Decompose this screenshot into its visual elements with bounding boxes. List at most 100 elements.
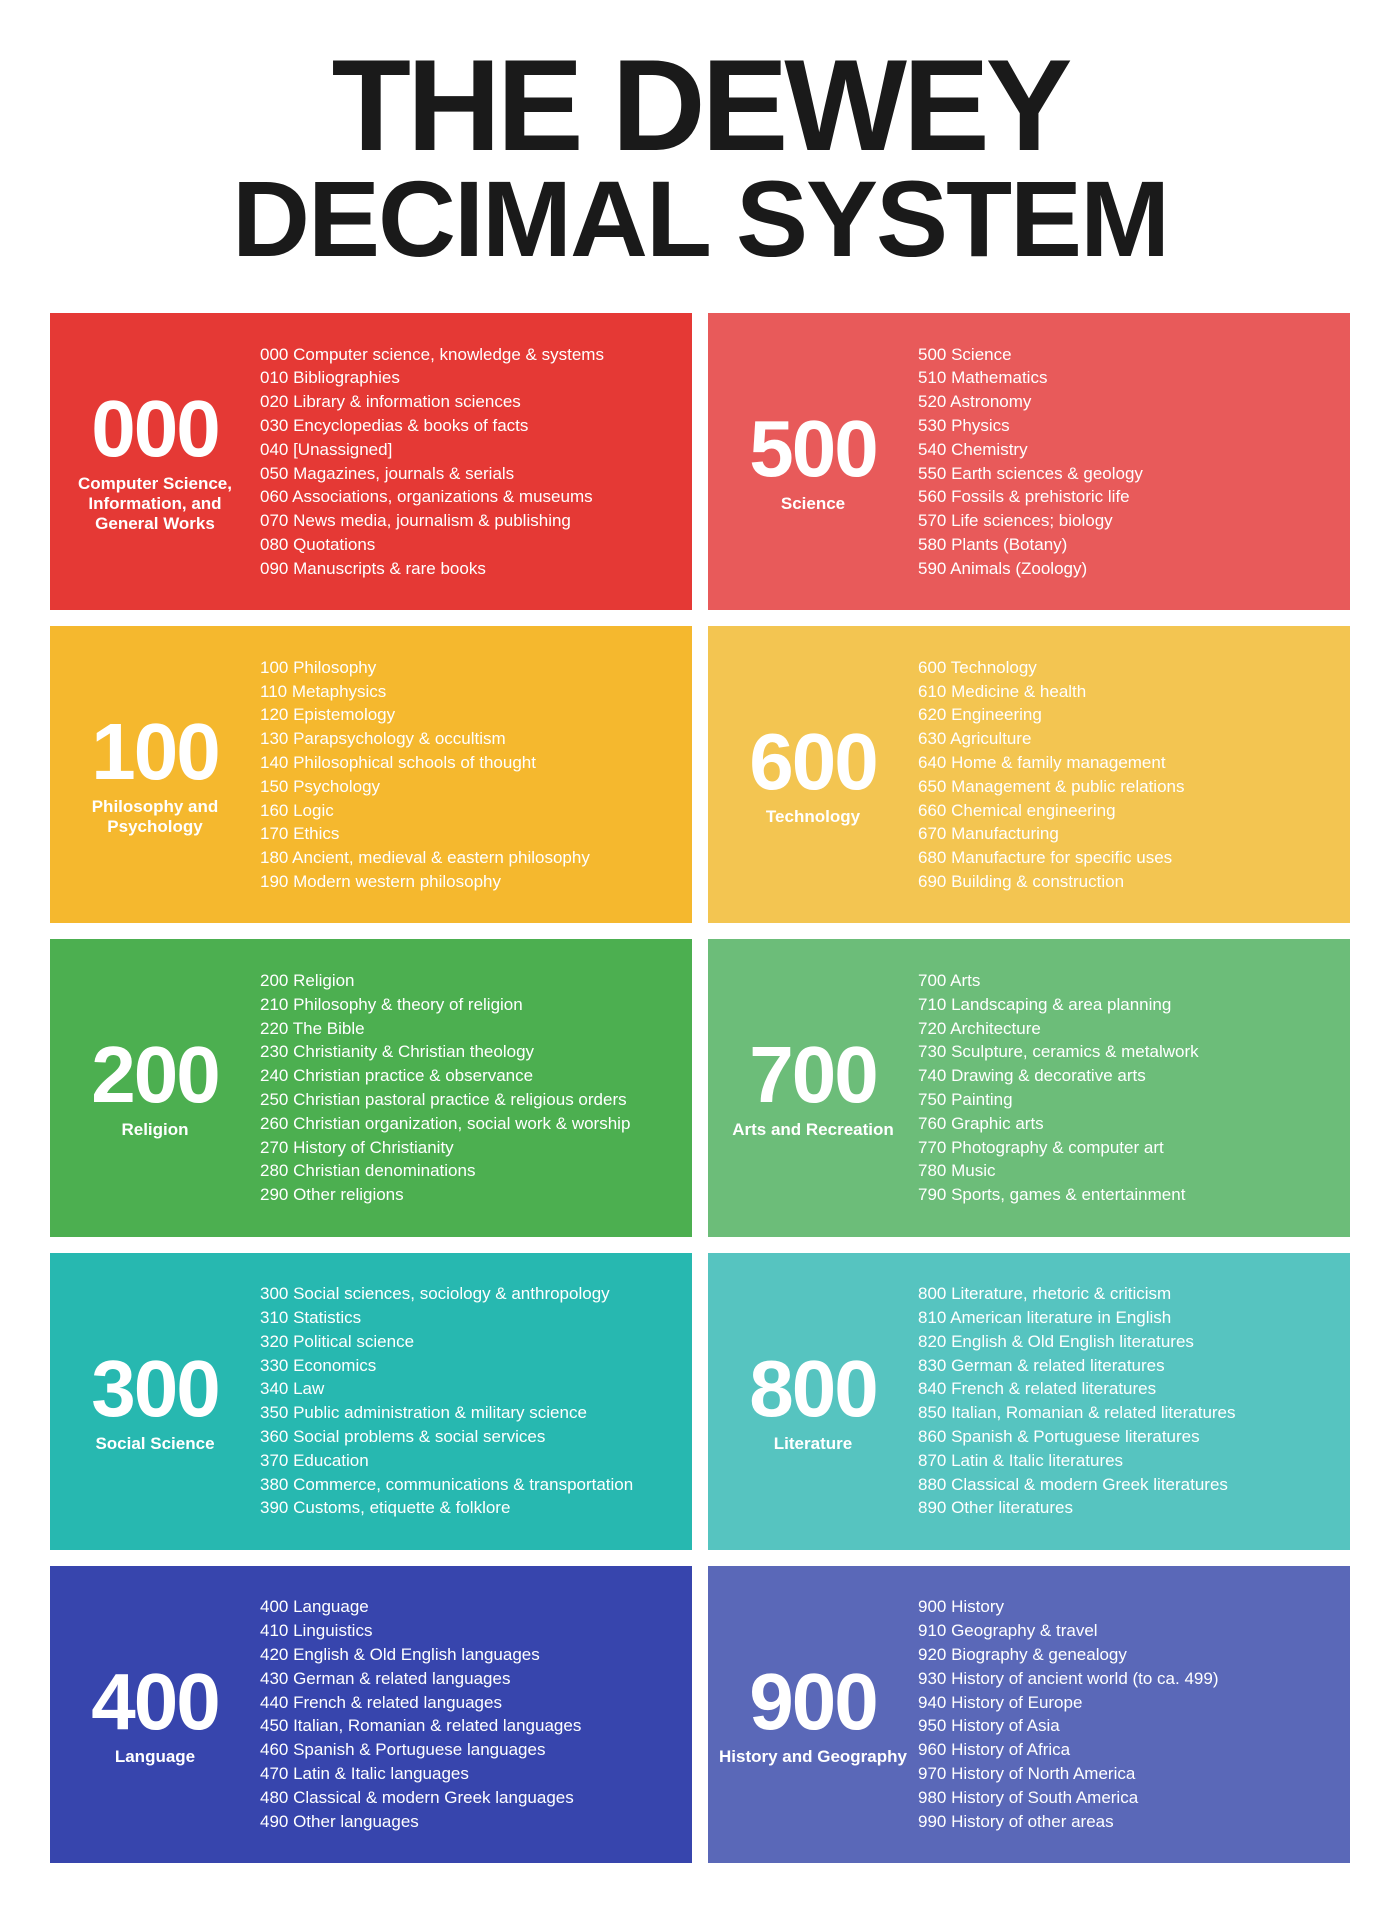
category-card-600: 600Technology600 Technology610 Medicine … [708, 626, 1350, 923]
category-items: 200 Religion210 Philosophy & theory of r… [260, 959, 630, 1216]
category-item: 410 Linguistics [260, 1619, 581, 1643]
category-item: 590 Animals (Zoology) [918, 557, 1143, 581]
category-item: 130 Parapsychology & occultism [260, 727, 590, 751]
category-item: 360 Social problems & social services [260, 1425, 633, 1449]
category-item: 760 Graphic arts [918, 1112, 1199, 1136]
category-header: 000Computer Science, Information, and Ge… [50, 333, 260, 590]
category-item: 310 Statistics [260, 1306, 633, 1330]
category-label: Arts and Recreation [732, 1120, 894, 1140]
category-items: 700 Arts710 Landscaping & area planning 7… [918, 959, 1199, 1216]
category-item: 810 American literature in English [918, 1306, 1236, 1330]
category-item: 770 Photography & computer art [918, 1136, 1199, 1160]
category-number: 800 [749, 1349, 876, 1429]
category-number: 100 [91, 712, 218, 792]
category-item: 050 Magazines, journals & serials [260, 462, 604, 486]
category-item: 250 Christian pastoral practice & religi… [260, 1088, 630, 1112]
category-item: 560 Fossils & prehistoric life [918, 485, 1143, 509]
category-item: 300 Social sciences, sociology & anthrop… [260, 1282, 633, 1306]
category-card-800: 800 Literature 800 Literature, rhetoric & … [708, 1253, 1350, 1550]
category-items: 300 Social sciences, sociology & anthrop… [260, 1273, 633, 1530]
category-item: 420 English & Old English languages [260, 1643, 581, 1667]
category-item: 140 Philosophical schools of thought [260, 751, 590, 775]
category-item: 730 Sculpture, ceramics & metalwork [918, 1040, 1199, 1064]
category-item: 430 German & related languages [260, 1667, 581, 1691]
category-header: 100Philosophy and Psychology [50, 646, 260, 903]
category-item: 960 History of Africa [918, 1738, 1218, 1762]
category-card-400: 400Language400 Language410 Linguistics42… [50, 1566, 692, 1863]
category-item: 000 Computer science, knowledge & system… [260, 343, 604, 367]
category-item: 860 Spanish & Portuguese literatures [918, 1425, 1236, 1449]
category-number: 400 [91, 1662, 218, 1742]
category-item: 330 Economics [260, 1354, 633, 1378]
category-card-700: 700Arts and Recreation700 Arts710 Landsc… [708, 939, 1350, 1236]
category-item: 750 Painting [918, 1088, 1199, 1112]
category-item: 370 Education [260, 1449, 633, 1473]
category-number: 600 [749, 722, 876, 802]
category-card-500: 500Science500 Science510 Mathematics520 … [708, 313, 1350, 610]
category-item: 530 Physics [918, 414, 1143, 438]
category-item: 100 Philosophy [260, 656, 590, 680]
category-item: 150 Psychology [260, 775, 590, 799]
category-item: 480 Classical & modern Greek languages [260, 1786, 581, 1810]
category-card-100: 100Philosophy and Psychology100 Philosop… [50, 626, 692, 923]
category-item: 350 Public administration & military sci… [260, 1401, 633, 1425]
category-item: 500 Science [918, 343, 1143, 367]
category-card-300: 300Social Science300 Social sciences, so… [50, 1253, 692, 1550]
category-item: 200 Religion [260, 969, 630, 993]
category-label: Literature [774, 1434, 852, 1454]
category-card-000: 000Computer Science, Information, and Ge… [50, 313, 692, 610]
category-item: 650 Management & public relations [918, 775, 1185, 799]
category-number: 200 [91, 1035, 218, 1115]
category-card-900: 900History and Geography900 History910 G… [708, 1566, 1350, 1863]
category-item: 880 Classical & modern Greek literatures [918, 1473, 1236, 1497]
category-label: Science [781, 494, 845, 514]
category-item: 710 Landscaping & area planning [918, 993, 1199, 1017]
category-label: Religion [121, 1120, 188, 1140]
category-item: 180 Ancient, medieval & eastern philosop… [260, 846, 590, 870]
category-item: 890 Other literatures [918, 1496, 1236, 1520]
category-label: Social Science [95, 1434, 214, 1454]
category-item: 280 Christian denominations [260, 1159, 630, 1183]
category-header: 900History and Geography [708, 1586, 918, 1843]
category-item: 240 Christian practice & observance [260, 1064, 630, 1088]
category-item: 840 French & related literatures [918, 1377, 1236, 1401]
category-item: 990 History of other areas [918, 1810, 1218, 1834]
category-header: 500 Science [708, 333, 918, 590]
category-item: 600 Technology [918, 656, 1185, 680]
title-line2: DECIMAL SYSTEM [50, 165, 1350, 273]
category-grid: 000Computer Science, Information, and Ge… [50, 313, 1350, 1863]
category-item: 980 History of South America [918, 1786, 1218, 1810]
category-item: 270 History of Christianity [260, 1136, 630, 1160]
category-item: 390 Customs, etiquette & folklore [260, 1496, 633, 1520]
category-item: 260 Christian organization, social work … [260, 1112, 630, 1136]
category-label: Computer Science, Information, and Gener… [60, 474, 250, 535]
category-item: 510 Mathematics [918, 366, 1143, 390]
category-item: 690 Building & construction [918, 870, 1185, 894]
category-item: 540 Chemistry [918, 438, 1143, 462]
category-items: 800 Literature, rhetoric & criticism810 … [918, 1273, 1236, 1530]
category-item: 640 Home & family management [918, 751, 1185, 775]
category-items: 100 Philosophy110 Metaphysics120 Epistem… [260, 646, 590, 903]
category-item: 630 Agriculture [918, 727, 1185, 751]
category-item: 550 Earth sciences & geology [918, 462, 1143, 486]
category-item: 830 German & related literatures [918, 1354, 1236, 1378]
category-item: 320 Political science [260, 1330, 633, 1354]
category-item: 450 Italian, Romanian & related language… [260, 1714, 581, 1738]
title-block: THE DEWEY DECIMAL SYSTEM [50, 40, 1350, 273]
category-number: 500 [749, 409, 876, 489]
category-item: 010 Bibliographies [260, 366, 604, 390]
category-item: 950 History of Asia [918, 1714, 1218, 1738]
category-item: 700 Arts [918, 969, 1199, 993]
category-items: 000 Computer science, knowledge & system… [260, 333, 604, 590]
category-item: 340 Law [260, 1377, 633, 1401]
category-item: 970 History of North America [918, 1762, 1218, 1786]
category-items: 400 Language410 Linguistics420 English &… [260, 1586, 581, 1843]
category-header: 700Arts and Recreation [708, 959, 918, 1216]
category-header: 200 Religion [50, 959, 260, 1216]
category-label: Technology [766, 807, 860, 827]
category-item: 290 Other religions [260, 1183, 630, 1207]
category-item: 160 Logic [260, 799, 590, 823]
category-header: 300Social Science [50, 1273, 260, 1530]
category-item: 740 Drawing & decorative arts [918, 1064, 1199, 1088]
category-item: 570 Life sciences; biology [918, 509, 1143, 533]
